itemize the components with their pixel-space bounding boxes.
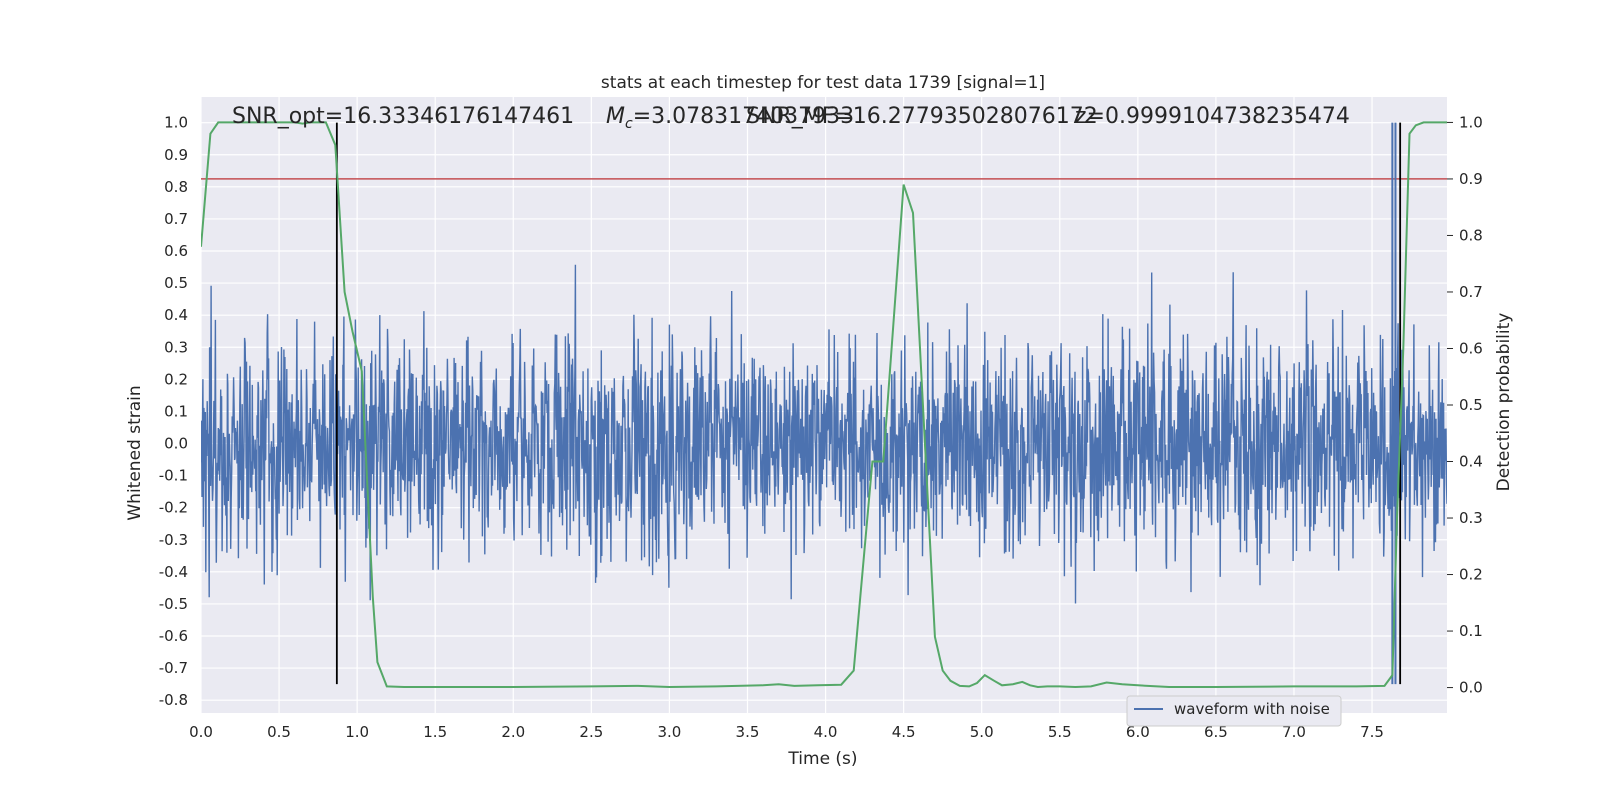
y-tick-label-left: 0.7 [164,210,188,228]
x-tick-label: 6.0 [1126,723,1150,741]
x-tick-label: 2.5 [579,723,603,741]
y-tick-label-right: 0.5 [1459,396,1483,414]
y-tick-label-right: 0.7 [1459,283,1483,301]
detection-probability-line [201,121,1447,689]
x-tick-label: 6.5 [1204,723,1228,741]
x-tick-label: 5.5 [1048,723,1072,741]
y-axis-label-right: Detection probability [1494,313,1514,492]
series-waveform [201,264,1447,604]
y-tick-label-left: 0.9 [164,146,188,164]
legend-box [1126,695,1342,727]
waveform-line [201,264,1447,604]
y-tick-label-left: 0.0 [164,435,188,453]
x-tick-label: 0.0 [189,723,213,741]
y-tick-label-left: -0.5 [159,595,188,613]
x-tick-label: 2.0 [501,723,525,741]
x-axis-label: Time (s) [787,749,857,769]
chirp-mass-value: =3.0783174037933 [633,104,854,129]
y-tick-label-right: 0.8 [1459,226,1483,244]
legend: waveform with noise [1126,695,1342,727]
chart-title: stats at each timestep for test data 173… [601,73,1045,93]
overlay-lines [201,122,1447,685]
y-tick-label-right: 1.0 [1459,113,1483,131]
legend-label: waveform with noise [1174,700,1330,718]
y-tick-label-left: 0.2 [164,370,188,388]
series-detection-probability [201,121,1447,689]
y-tick-label-right: 0.2 [1459,566,1483,584]
y-tick-label-right: 0.1 [1459,622,1483,640]
y-tick-label-right: 0.9 [1459,170,1483,188]
y-tick-label-left: 0.8 [164,178,188,196]
y-tick-label-left: 0.6 [164,242,188,260]
y-tick-label-left: 1.0 [164,114,188,132]
y-tick-label-left: 0.3 [164,338,188,356]
y-tick-label-left: 0.1 [164,402,188,420]
y-tick-label-right: 0.0 [1459,679,1483,697]
y-tick-label-right: 0.4 [1459,453,1483,471]
y-tick-label-left: -0.4 [159,563,188,581]
y-tick-label-left: 0.4 [164,306,188,324]
chirp-mass-symbol: M [606,104,625,129]
x-tick-label: 4.5 [892,723,916,741]
x-tick-label: 5.0 [970,723,994,741]
y-tick-label-left: -0.2 [159,499,188,517]
x-tick-label: 0.5 [267,723,291,741]
y-tick-label-left: -0.1 [159,467,188,485]
tick-labels: 0.0 0.5 1.0 1.5 2.0 2.5 3.0 3.5 4.0 4.5 5.0 5.5 6.0 6… [159,113,1483,741]
x-tick-label: 4.0 [814,723,838,741]
x-tick-label: 3.5 [736,723,760,741]
y-tick-label-left: -0.8 [159,691,188,709]
y-tick-label-left: -0.7 [159,659,188,677]
annotation-snr-mf: SNR_MF=16.277935028076172 [746,104,1098,129]
y-tick-label-left: -0.3 [159,531,188,549]
y-tick-label-left: 0.5 [164,274,188,292]
y-axis-label-left: Whitened strain [125,385,145,520]
x-tick-label: 3.0 [657,723,681,741]
x-tick-label: 7.0 [1282,723,1306,741]
annotation-z: z=0.9999104738235474 [1075,104,1350,129]
x-tick-label: 1.5 [423,723,447,741]
y-tick-label-right: 0.3 [1459,509,1483,527]
x-tick-label: 7.5 [1360,723,1384,741]
annotation-chirp-mass: Mc=3.0783174037933 [606,104,854,132]
y-tick-label-left: -0.6 [159,627,188,645]
annotation-snr-opt: SNR_opt=16.33346176147461 [232,104,574,129]
y-tick-label-right: 0.6 [1459,339,1483,357]
x-tick-label: 1.0 [345,723,369,741]
chirp-mass-subscript: c [625,116,633,132]
